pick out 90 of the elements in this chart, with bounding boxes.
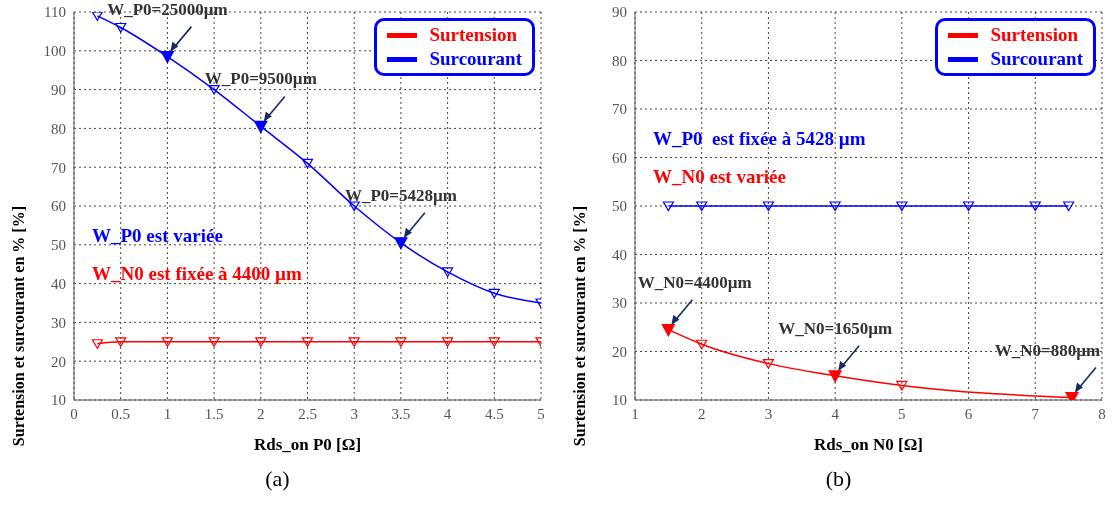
annotation: W_N0 est variée (653, 166, 786, 189)
y-tick-label: 10 (51, 392, 66, 409)
y-tick-label: 60 (51, 198, 66, 215)
x-tick-label: 5 (898, 405, 906, 422)
y-tick-label: 80 (612, 52, 627, 69)
point (255, 337, 267, 347)
y-tick-label: 60 (612, 149, 627, 166)
annotation: W_P0=25000µm (107, 0, 228, 19)
x-tick-label: 7 (1031, 405, 1040, 422)
x-tick-label: 0 (70, 405, 78, 422)
point (962, 201, 975, 212)
point (442, 337, 454, 347)
x-axis-title: Rds_on N0 [Ω] (813, 435, 924, 454)
y-tick-label: 20 (51, 353, 66, 370)
point (828, 370, 842, 383)
annotation: W_P0=9500µm (204, 69, 317, 89)
y-tick-label: 100 (43, 43, 66, 60)
text: (a) (264, 466, 291, 492)
y-tick-label: 110 (44, 4, 66, 21)
point (662, 201, 674, 212)
y-tick-label: 80 (51, 120, 66, 137)
point (160, 51, 174, 64)
y-tick-label: 70 (612, 101, 627, 118)
y-tick-label: 40 (612, 246, 627, 263)
y-axis-title: Surtension et surcourant en % [%] (570, 206, 588, 447)
x-tick-label: 4 (831, 405, 840, 422)
x-tick-label: 1.5 (204, 405, 224, 422)
point (348, 337, 360, 347)
y-tick-label: 30 (51, 314, 66, 331)
x-tick-label: 3.5 (391, 405, 411, 422)
x-tick-label: 5 (537, 405, 545, 422)
y-tick-label: 20 (612, 343, 627, 360)
point (829, 201, 841, 212)
y-tick-label: 90 (612, 4, 627, 21)
y-tick-label: 30 (612, 295, 627, 312)
x-tick-label: 3 (764, 405, 773, 422)
annotation: W_P0 est variée (92, 225, 223, 248)
legend-label: Surcourant (428, 47, 522, 71)
text: (b) (824, 466, 853, 492)
point (442, 267, 454, 278)
annotation: W_N0=1650µm (778, 318, 893, 338)
point (488, 288, 500, 299)
x-tick-label: 0.5 (111, 405, 131, 422)
point (254, 120, 268, 134)
y-tick-label: 90 (51, 81, 66, 98)
legend-label: Surtension (428, 23, 519, 47)
point (91, 339, 103, 349)
x-tick-label: 2.5 (298, 405, 317, 422)
x-tick-label: 8 (1098, 405, 1106, 422)
point (301, 158, 314, 169)
point (115, 337, 127, 347)
legend-label: Surcourant (989, 47, 1083, 71)
x-tick-label: 4 (443, 405, 452, 422)
point (208, 337, 220, 347)
point (1029, 201, 1041, 212)
point (661, 324, 675, 337)
point (762, 359, 775, 369)
x-tick-label: 6 (964, 405, 973, 422)
point (161, 337, 173, 347)
y-axis-title: Surtension et surcourant en % [%] (9, 206, 27, 447)
x-axis-title: Rds_on P0 [Ω] (253, 435, 362, 454)
point (395, 337, 407, 347)
x-tick-label: 2 (257, 405, 265, 422)
annotation: W_N0=4400µm (637, 272, 752, 292)
x-tick-label: 1 (163, 405, 172, 422)
point (488, 337, 500, 347)
x-tick-label: 1 (631, 405, 639, 422)
point (394, 237, 408, 250)
annotation: W_N0 est fixée à 4400 µm (92, 263, 302, 286)
annotation: W_N0=880µm (994, 340, 1101, 360)
point (301, 337, 314, 347)
point (696, 339, 708, 350)
point (896, 201, 908, 212)
point (115, 22, 127, 33)
point (896, 380, 908, 391)
x-tick-label: 3 (350, 405, 358, 422)
y-tick-label: 50 (51, 237, 66, 254)
x-tick-label: 4.5 (484, 405, 504, 422)
legend-label: Surtension (989, 23, 1080, 47)
annotation: W_P0=5428µm (344, 185, 457, 205)
point (762, 201, 775, 212)
y-tick-label: 70 (51, 159, 66, 176)
x-tick-label: 2 (697, 405, 706, 422)
y-tick-label: 40 (51, 275, 66, 292)
annotation: W_P0 est fixée à 5428 µm (653, 128, 866, 151)
point (1063, 201, 1075, 212)
y-tick-label: 10 (612, 392, 627, 409)
point (91, 12, 103, 21)
y-tick-label: 50 (612, 198, 627, 215)
point (696, 201, 708, 212)
